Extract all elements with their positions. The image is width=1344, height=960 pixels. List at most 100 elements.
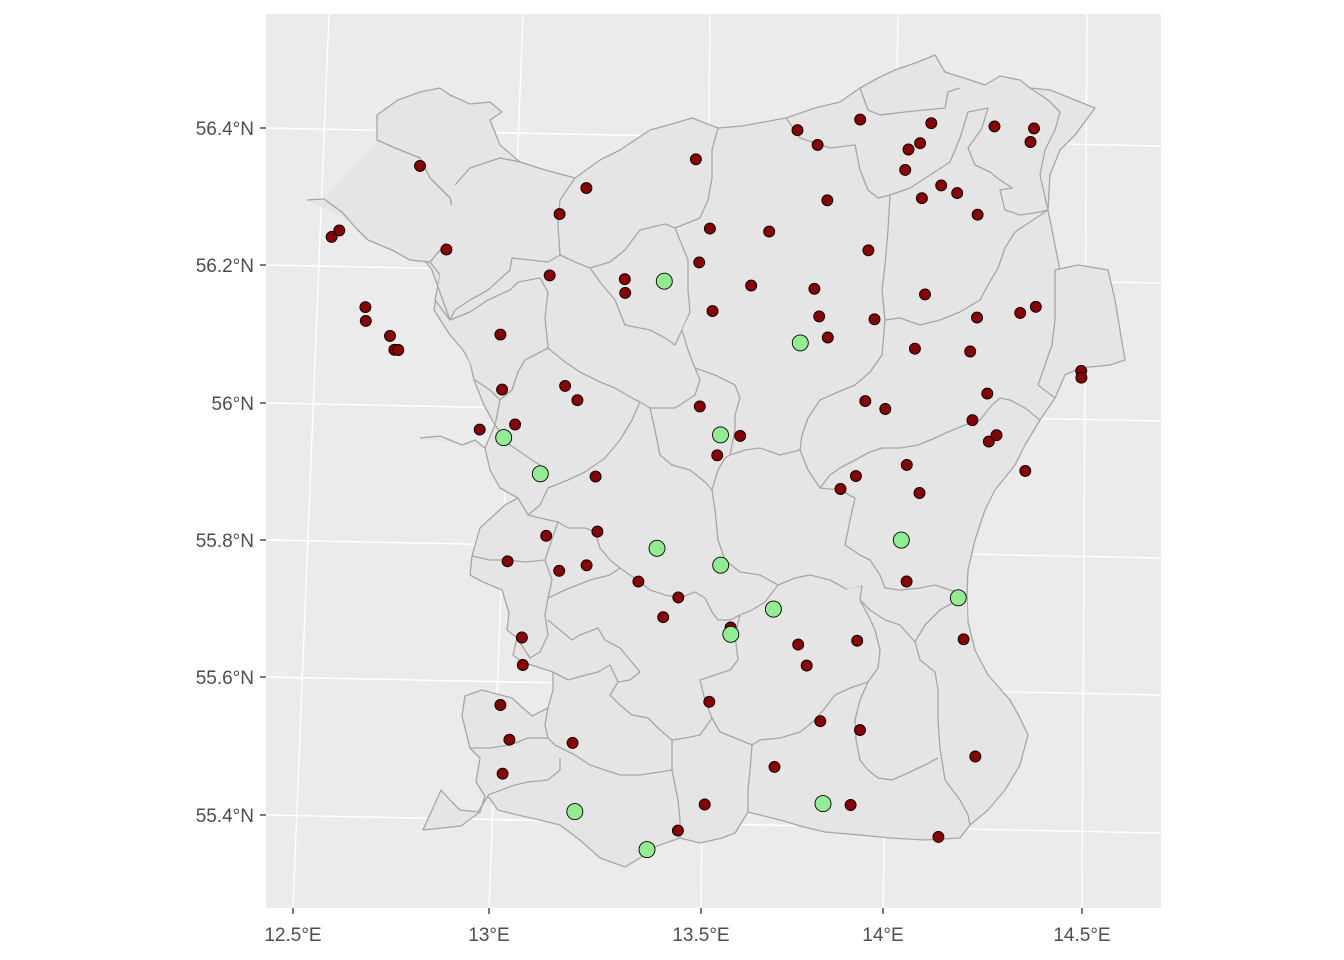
grid-meridian-14-5 xyxy=(1081,13,1088,909)
axis-ticks xyxy=(260,127,1083,914)
red-point-marker xyxy=(971,311,983,324)
red-point-marker xyxy=(966,414,979,427)
region-outline xyxy=(671,717,713,741)
red-point-marker xyxy=(957,633,970,646)
green-point-marker xyxy=(712,556,730,574)
red-point-marker xyxy=(1014,306,1027,319)
red-point-marker xyxy=(925,117,938,130)
y-tick-label: 56.2°N xyxy=(196,256,254,277)
y-tick-label: 55.4°N xyxy=(196,806,254,827)
red-point-marker xyxy=(1029,300,1042,313)
red-point-marker xyxy=(473,423,486,436)
red-point-marker xyxy=(501,555,514,568)
red-point-marker xyxy=(913,487,926,499)
x-tick-label: 14°E xyxy=(862,925,903,946)
region-outline xyxy=(527,514,779,621)
region-outline xyxy=(544,707,549,739)
red-point-marker xyxy=(553,564,566,577)
red-point-marker xyxy=(951,187,964,200)
region-outline xyxy=(747,744,753,812)
red-point-marker xyxy=(821,331,834,344)
red-point-marker xyxy=(515,631,528,644)
red-point-marker xyxy=(964,345,977,358)
red-point-marker xyxy=(693,400,706,413)
x-tick-label: 13°E xyxy=(468,925,509,946)
red-point-marker xyxy=(990,429,1003,442)
x-tick-label: 13.5°E xyxy=(672,925,729,946)
red-point-marker xyxy=(414,159,426,172)
green-point-marker xyxy=(814,795,832,813)
red-point-marker xyxy=(619,286,632,299)
green-point-marker xyxy=(892,531,910,549)
y-tick-label: 56.4°N xyxy=(196,119,254,140)
green-point-marker xyxy=(764,600,782,618)
red-point-marker xyxy=(657,611,670,624)
red-point-marker xyxy=(580,182,593,195)
red-point-marker xyxy=(711,449,724,462)
red-point-marker xyxy=(935,179,948,192)
region-outline xyxy=(699,585,881,746)
red-point-marker xyxy=(734,429,747,442)
red-point-marker xyxy=(591,525,604,538)
green-point-marker xyxy=(655,272,673,290)
region-outline xyxy=(859,87,961,116)
region-outline xyxy=(854,681,939,781)
red-point-marker xyxy=(1075,371,1088,384)
region-outline xyxy=(681,117,891,456)
region-outline xyxy=(429,261,549,426)
green-point-marker xyxy=(531,465,549,483)
red-point-marker xyxy=(496,767,509,780)
region-outline xyxy=(889,107,1049,216)
y-tick-label: 56°N xyxy=(212,394,254,415)
red-point-marker xyxy=(879,403,892,415)
red-point-marker xyxy=(543,269,556,282)
red-point-marker xyxy=(566,736,579,749)
red-point-marker xyxy=(834,483,847,495)
red-point-marker xyxy=(392,344,405,356)
region-outline xyxy=(1037,264,1126,399)
x-tick-label: 12.5°E xyxy=(264,925,321,946)
red-point-marker xyxy=(553,208,566,221)
red-point-marker xyxy=(915,192,928,205)
red-point-marker xyxy=(821,194,834,207)
red-point-marker xyxy=(900,575,913,588)
red-point-marker xyxy=(384,329,396,342)
region-outline xyxy=(1029,87,1061,211)
red-point-marker xyxy=(849,470,862,483)
red-point-marker xyxy=(859,395,872,408)
red-point-marker xyxy=(503,733,516,746)
red-point-marker xyxy=(982,435,995,448)
red-point-marker xyxy=(440,243,453,256)
red-point-marker xyxy=(703,695,716,708)
axis-tick-labels: 12.5°E 13°E 13.5°E 14°E 14.5°E 55.4°N 55… xyxy=(196,119,1111,946)
red-point-marker xyxy=(689,153,702,166)
red-point-marker xyxy=(932,830,945,843)
x-tick-label: 14.5°E xyxy=(1053,925,1110,946)
green-point-marker xyxy=(648,539,666,557)
region-outline xyxy=(711,489,863,591)
y-tick-label: 55.6°N xyxy=(196,668,254,689)
red-point-marker xyxy=(868,313,881,326)
region-outline xyxy=(799,397,1041,489)
red-point-marker xyxy=(800,659,813,672)
red-point-marker xyxy=(919,288,931,301)
red-point-marker xyxy=(908,342,921,355)
red-point-marker xyxy=(494,328,507,341)
red-point-marker xyxy=(988,120,1001,133)
green-point-marker xyxy=(495,429,513,447)
red-point-marker xyxy=(580,559,593,572)
red-point-marker xyxy=(632,575,645,588)
red-point-marker xyxy=(496,383,509,396)
red-point-marker xyxy=(808,282,821,295)
region-outline xyxy=(547,347,701,409)
red-point-marker xyxy=(902,143,915,156)
region-outline xyxy=(547,567,621,599)
municipality-regions xyxy=(306,54,1126,868)
red-point-marker xyxy=(571,394,584,407)
red-point-marker xyxy=(1019,464,1032,477)
red-point-marker xyxy=(509,418,522,431)
region-outline xyxy=(859,599,916,643)
red-point-marker xyxy=(844,799,857,811)
green-point-marker xyxy=(566,803,584,821)
region-outline xyxy=(471,521,559,563)
